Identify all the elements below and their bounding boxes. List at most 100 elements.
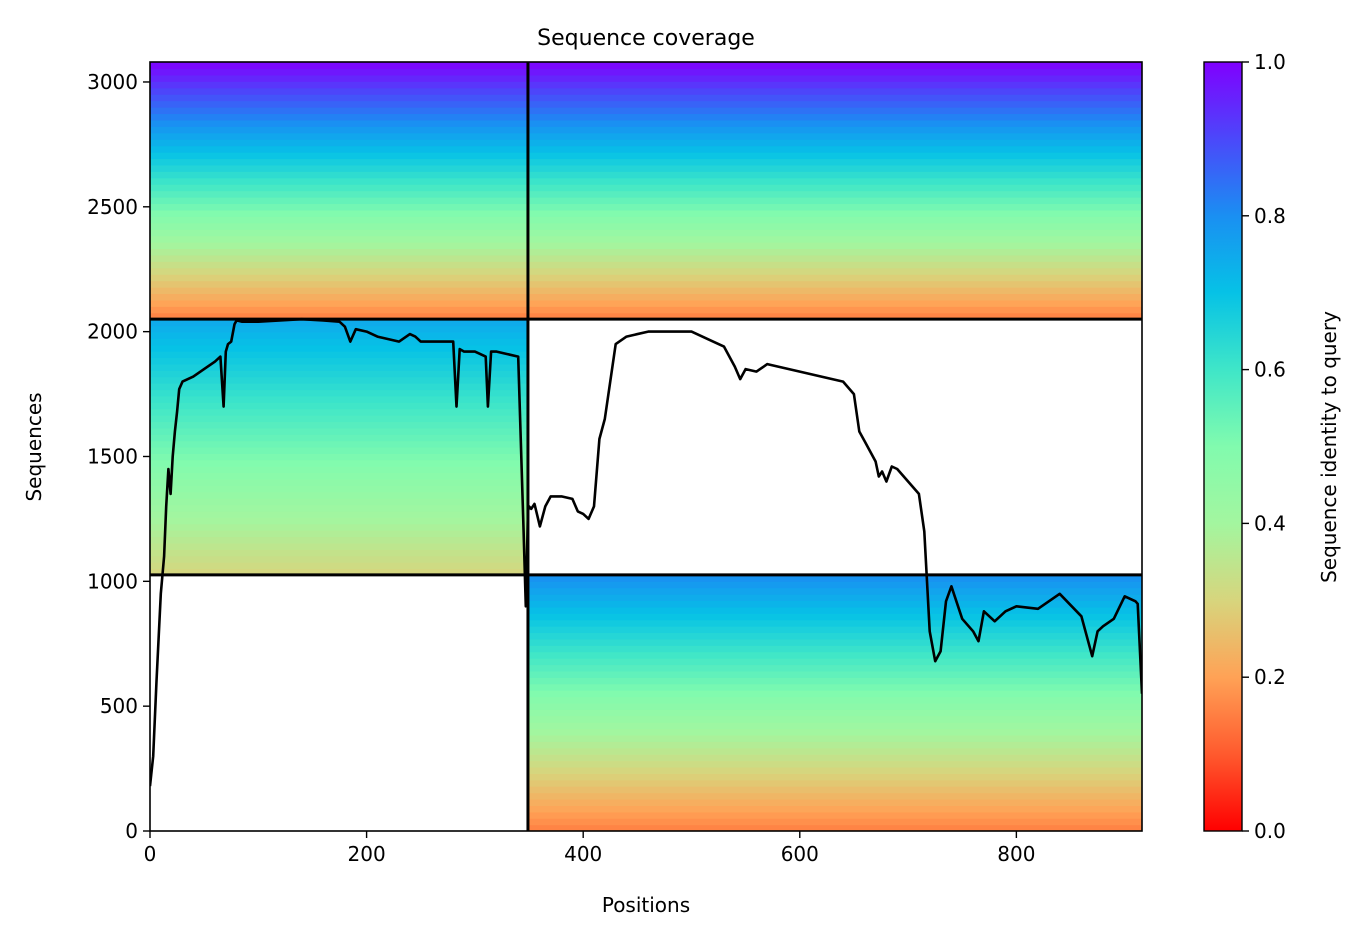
- y-tick-label: 500: [100, 694, 138, 718]
- coverage-band: [527, 235, 1142, 243]
- coverage-band: [527, 747, 1142, 755]
- coverage-band: [527, 760, 1142, 768]
- coverage-band: [527, 184, 1142, 192]
- y-axis-ticks: 0 500 1000 1500 2000 2500 3000: [87, 70, 150, 843]
- coverage-band: [150, 408, 528, 416]
- colorbar-tick-label: 1.0: [1254, 50, 1286, 74]
- coverage-band: [150, 504, 528, 512]
- coverage-band: [150, 478, 528, 486]
- coverage-band: [150, 113, 528, 121]
- coverage-band: [150, 242, 528, 250]
- coverage-band: [527, 715, 1142, 723]
- coverage-band: [150, 517, 528, 525]
- coverage-band: [150, 434, 528, 442]
- coverage-band: [527, 113, 1142, 121]
- coverage-band: [527, 766, 1142, 774]
- y-tick-label: 2500: [87, 195, 138, 219]
- coverage-band: [527, 119, 1142, 127]
- x-axis-ticks: 0 200 400 600 800: [144, 831, 1035, 866]
- coverage-band: [150, 530, 528, 538]
- x-tick-label: 800: [997, 842, 1035, 866]
- coverage-band: [150, 485, 528, 493]
- coverage-line: [150, 317, 1142, 787]
- coverage-band: [527, 773, 1142, 781]
- coverage-band: [527, 87, 1142, 95]
- coverage-band: [527, 171, 1142, 179]
- coverage-band: [150, 568, 528, 576]
- coverage-band: [150, 139, 528, 147]
- coverage-band: [527, 613, 1142, 621]
- coverage-band: [527, 312, 1142, 320]
- coverage-band: [150, 235, 528, 243]
- coverage-band: [150, 351, 528, 359]
- coverage-band: [150, 274, 528, 282]
- coverage-band: [527, 81, 1142, 89]
- x-tick-label: 200: [348, 842, 386, 866]
- coverage-band: [527, 139, 1142, 147]
- plot-frame: [149, 61, 1143, 832]
- coverage-band: [527, 261, 1142, 269]
- coverage-band: [527, 177, 1142, 185]
- coverage-band: [150, 152, 528, 160]
- coverage-band: [527, 818, 1142, 826]
- coverage-band: [527, 242, 1142, 250]
- y-tick-label: 0: [125, 819, 138, 843]
- coverage-band: [527, 805, 1142, 813]
- coverage-band: [527, 62, 1142, 70]
- coverage-band: [527, 274, 1142, 282]
- coverage-band: [527, 267, 1142, 275]
- coverage-band: [150, 126, 528, 134]
- coverage-band: [150, 299, 528, 307]
- colorbar-tick-label: 0.0: [1254, 819, 1286, 843]
- coverage-band: [527, 664, 1142, 672]
- coverage-band: [150, 427, 528, 435]
- coverage-band: [527, 94, 1142, 102]
- colorbar-label: Sequence identity to query: [1317, 311, 1341, 583]
- coverage-band: [527, 126, 1142, 134]
- x-tick-label: 600: [781, 842, 819, 866]
- colorbar-tick-label: 0.4: [1254, 511, 1286, 535]
- y-tick-label: 1000: [87, 569, 138, 593]
- coverage-band: [150, 402, 528, 410]
- coverage-band: [527, 600, 1142, 608]
- coverage-band: [150, 510, 528, 518]
- coverage-band: [150, 338, 528, 346]
- coverage-band: [150, 370, 528, 378]
- coverage-band: [527, 581, 1142, 589]
- colorbar-tick-label: 0.8: [1254, 204, 1286, 228]
- x-tick-label: 0: [144, 842, 157, 866]
- coverage-band: [150, 158, 528, 166]
- coverage-band: [150, 440, 528, 448]
- coverage-band: [150, 94, 528, 102]
- coverage-band: [527, 728, 1142, 736]
- coverage-band: [527, 658, 1142, 666]
- coverage-band: [150, 261, 528, 269]
- coverage-band: [150, 453, 528, 461]
- coverage-band: [527, 696, 1142, 704]
- coverage-band: [150, 344, 528, 352]
- coverage-band: [150, 363, 528, 371]
- coverage-band: [150, 107, 528, 115]
- coverage-band: [150, 542, 528, 550]
- coverage-band: [150, 229, 528, 237]
- coverage-band: [150, 536, 528, 544]
- coverage-band: [150, 177, 528, 185]
- coverage-band: [150, 280, 528, 288]
- coverage-band: [527, 74, 1142, 82]
- coverage-band: [150, 171, 528, 179]
- coverage-band: [150, 466, 528, 474]
- coverage-band: [527, 670, 1142, 678]
- coverage-band: [150, 87, 528, 95]
- coverage-band: [150, 325, 528, 333]
- coverage-band: [150, 395, 528, 403]
- coverage-band: [527, 145, 1142, 153]
- coverage-band: [150, 446, 528, 454]
- coverage-band: [150, 562, 528, 570]
- coverage-band: [150, 523, 528, 531]
- coverage-band: [527, 164, 1142, 172]
- coverage-block: [527, 62, 1142, 320]
- coverage-band: [527, 792, 1142, 800]
- coverage-band: [150, 74, 528, 82]
- coverage-band: [527, 100, 1142, 108]
